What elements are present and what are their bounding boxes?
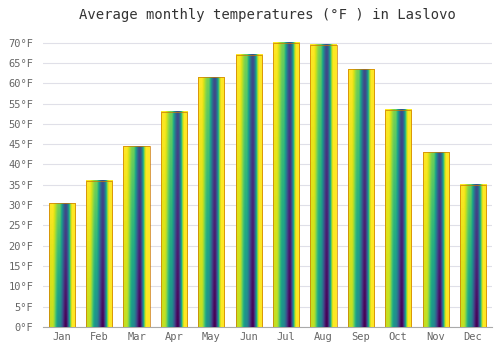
Bar [422, 152, 448, 327]
Bar [273, 43, 299, 327]
Bar [460, 185, 486, 327]
Bar [236, 55, 262, 327]
Bar [348, 69, 374, 327]
Bar [385, 110, 411, 327]
Bar [161, 112, 187, 327]
Title: Average monthly temperatures (°F ) in Laslovo: Average monthly temperatures (°F ) in La… [79, 8, 456, 22]
Bar [198, 77, 224, 327]
Bar [310, 45, 336, 327]
Bar [124, 146, 150, 327]
Bar [86, 181, 112, 327]
Bar [48, 203, 75, 327]
